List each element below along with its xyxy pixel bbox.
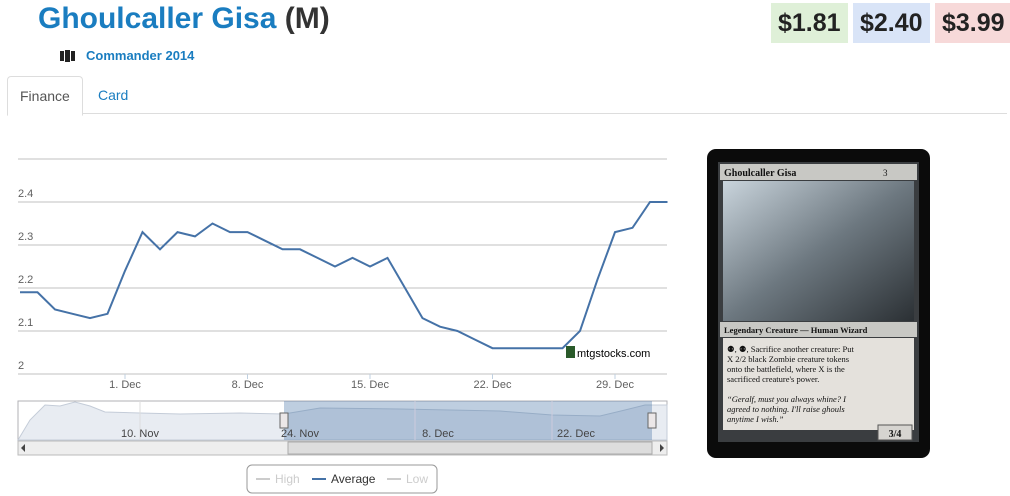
card-flavor: anytime I wish.”	[727, 414, 784, 424]
chart: 2 2.1 2.2 2.3 2.4 1. Dec 8. Dec 15. Dec 22. Dec 2…	[17, 158, 668, 494]
legend-item[interactable]: High	[275, 472, 300, 486]
card-flavor: “Geralf, must you always whine? I	[727, 394, 847, 404]
x-tick-label: 15. Dec	[351, 379, 389, 391]
rarity: (M)	[284, 2, 330, 35]
card-flavor: agreed to nothing. I'll raise ghouls	[727, 404, 845, 414]
navigator-label: 24. Nov	[281, 428, 319, 440]
card-type: Legendary Creature — Human Wizard	[724, 325, 868, 335]
card-rules: onto the battlefield, where X is the	[727, 364, 845, 374]
tab-card[interactable]: Card	[98, 87, 129, 103]
navigator-label: 10. Nov	[121, 428, 159, 440]
set-icon	[60, 50, 75, 62]
card-pt: 3/4	[889, 429, 902, 440]
card-art	[723, 181, 914, 321]
pt-box	[877, 424, 913, 441]
nav-handle[interactable]	[647, 412, 657, 429]
y-tick-label: 2.4	[18, 188, 33, 200]
navigator-label: 8. Dec	[422, 428, 454, 440]
legend-item[interactable]: Average	[331, 472, 376, 486]
watermark-icon	[566, 346, 575, 358]
price-avg: $2.40	[853, 3, 930, 43]
tab-finance[interactable]: Finance	[7, 76, 83, 116]
tab-border	[7, 113, 1007, 114]
card-name: Ghoulcaller Gisa	[724, 168, 796, 179]
y-tick-label: 2.1	[18, 317, 33, 329]
navigator: 10. Nov 24. Nov 8. Dec 22. Dec	[17, 400, 668, 456]
scrollbar-thumb[interactable]	[287, 441, 653, 455]
card-rules: X 2/2 black Zombie creature tokens	[727, 354, 849, 364]
price-low: $1.81	[771, 3, 848, 43]
line-series	[20, 201, 668, 350]
name-bar	[720, 164, 917, 180]
card-mana: 3	[883, 168, 888, 178]
legend-item[interactable]: Low	[406, 472, 428, 486]
navigator-area	[17, 401, 668, 441]
title-text: Ghoulcaller Gisa	[38, 2, 277, 35]
card-rules: sacrificed creature's power.	[727, 374, 819, 384]
price-high: $3.99	[935, 3, 1010, 43]
set-name[interactable]: Commander 2014	[86, 48, 195, 63]
watermark: mtgstocks.com	[577, 348, 650, 360]
x-tick-label: 8. Dec	[232, 379, 264, 391]
card-image: Ghoulcaller Gisa 3 Legendary Creature — Hu…	[707, 149, 930, 458]
x-tick-label: 22. Dec	[474, 379, 512, 391]
y-tick-label: 2.2	[18, 274, 33, 286]
x-tick-label: 1. Dec	[109, 379, 141, 391]
navigator-selection[interactable]	[284, 401, 652, 440]
card-title: Ghoulcaller Gisa (M)	[38, 2, 330, 36]
card-rules: ⚉, ⚉, Sacrifice another creature: Put	[727, 344, 855, 354]
nav-handle[interactable]	[279, 412, 289, 429]
type-bar	[720, 322, 917, 337]
y-tick-label: 2	[18, 360, 24, 372]
navigator-label: 22. Dec	[557, 428, 595, 440]
y-tick-label: 2.3	[18, 231, 33, 243]
text-box	[723, 338, 914, 430]
x-tick-label: 29. Dec	[596, 379, 634, 391]
legend-box	[246, 464, 438, 494]
